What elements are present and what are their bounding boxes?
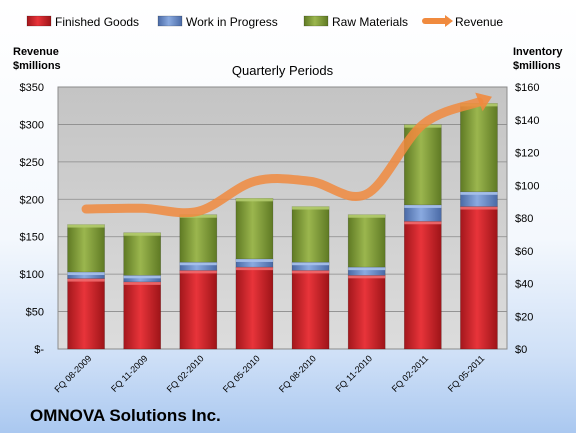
- finished-goods-bar-top: [404, 221, 442, 225]
- left-axis-title: Revenue: [13, 46, 59, 58]
- right-axis-tick-label: $160: [515, 82, 539, 94]
- raw-materials-bar: [460, 103, 498, 193]
- finished-goods-bar-top: [123, 281, 161, 285]
- work-in-progress-bar-top: [348, 267, 386, 271]
- legend-swatch: [157, 15, 183, 27]
- finished-goods-bar-top: [348, 275, 386, 279]
- left-axis-tick-label: $150: [20, 232, 44, 244]
- finished-goods-bar-top: [292, 270, 330, 274]
- finished-goods-bar-top: [179, 270, 217, 274]
- raw-materials-bar: [123, 232, 162, 276]
- work-in-progress-bar-top: [179, 262, 217, 266]
- finished-goods-bar: [347, 275, 386, 350]
- left-axis-tick-label: $50: [26, 307, 44, 319]
- raw-materials-bar-top: [292, 206, 330, 210]
- legend: Finished Goods Work in Progress Raw Materi…: [26, 15, 503, 29]
- legend-swatch-arrow: [445, 15, 453, 27]
- work-in-progress-bar-top: [67, 272, 105, 276]
- finished-goods-bar: [460, 206, 498, 350]
- work-in-progress-bar-top: [235, 258, 273, 262]
- finished-goods-bar: [67, 278, 105, 350]
- finished-goods-bar: [235, 266, 274, 350]
- plot-area: $- $50 $100 $150 $200 $250 $300 $350 $0 $20 $40 $60…: [13, 46, 563, 394]
- category-label: FQ 02-2011: [390, 353, 431, 394]
- chart-title: Quarterly Periods: [232, 63, 334, 78]
- raw-materials-bar: [67, 224, 105, 273]
- right-axis-tick-label: $120: [515, 148, 539, 160]
- revenue-arrowhead: [475, 92, 492, 112]
- raw-materials-bar-top: [67, 224, 105, 228]
- right-axis-tick-label: $20: [515, 311, 533, 323]
- work-in-progress-bar-top: [460, 191, 498, 195]
- legend-label: Work in Progress: [186, 15, 278, 29]
- finished-goods-bar-top: [460, 206, 498, 210]
- raw-materials-bar-top: [235, 198, 273, 202]
- left-axis-tick-label: $-: [34, 344, 44, 356]
- raw-materials-bar: [291, 206, 330, 263]
- right-axis-title: $millions: [513, 60, 561, 72]
- raw-materials-bar: [179, 214, 218, 263]
- raw-materials-bar-top: [179, 214, 217, 218]
- work-in-progress-bar-top: [404, 204, 442, 208]
- right-axis-tick-label: $40: [515, 279, 533, 291]
- raw-materials-bar-top: [123, 232, 161, 236]
- raw-materials-bar-top: [348, 214, 386, 218]
- finished-goods-bar: [291, 270, 330, 350]
- raw-materials-bar: [235, 198, 274, 260]
- category-label: FQ 02-2010: [165, 353, 206, 394]
- finished-goods-bar: [179, 270, 218, 350]
- legend-label: Revenue: [455, 15, 503, 29]
- right-axis-tick-label: $80: [515, 213, 533, 225]
- finished-goods-bar-top: [235, 267, 273, 271]
- category-label: FQ 08-2010: [277, 353, 318, 394]
- legend-swatch: [26, 15, 52, 27]
- category-label: FQ 05-2010: [221, 353, 262, 394]
- right-axis-tick-label: $100: [515, 180, 539, 192]
- finished-goods-bar: [123, 281, 162, 350]
- finished-goods-bar-top: [67, 278, 105, 282]
- work-in-progress-bar-top: [123, 275, 161, 279]
- category-label: FQ 05-2011: [446, 353, 487, 394]
- category-label: FQ 11-2010: [334, 353, 375, 394]
- left-axis-tick-label: $100: [20, 269, 44, 281]
- revenue-line: [81, 97, 484, 218]
- legend-label: Raw Materials: [332, 15, 408, 29]
- company-name: OMNOVA Solutions Inc.: [30, 406, 221, 425]
- category-label: FQ 11-2009: [109, 353, 150, 394]
- right-axis-title: Inventory: [513, 46, 563, 58]
- legend-swatch: [303, 15, 329, 27]
- legend-label: Finished Goods: [55, 15, 139, 29]
- left-axis-tick-label: $200: [20, 194, 44, 206]
- left-axis-tick-label: $350: [20, 82, 44, 94]
- finished-goods-bar: [403, 220, 442, 350]
- right-axis-tick-label: $60: [515, 246, 533, 258]
- left-axis-title: $millions: [13, 60, 61, 72]
- left-axis-tick-label: $250: [20, 157, 44, 169]
- raw-materials-bar: [347, 214, 386, 268]
- right-axis-tick-label: $140: [515, 115, 539, 127]
- right-axis-tick-label: $0: [515, 344, 527, 356]
- left-axis-tick-label: $300: [20, 119, 44, 131]
- category-label: FQ 08-2009: [52, 353, 93, 394]
- work-in-progress-bar-top: [292, 262, 330, 266]
